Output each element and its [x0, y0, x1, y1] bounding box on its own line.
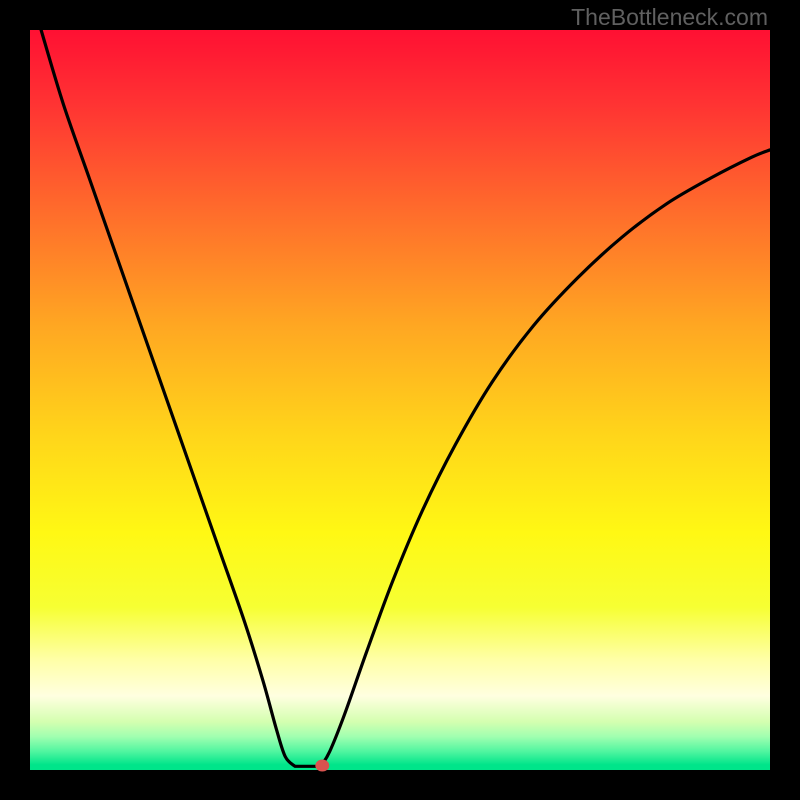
- gradient-plot-area: [30, 30, 770, 770]
- chart-frame: TheBottleneck.com: [0, 0, 800, 800]
- bottleneck-chart-svg: [0, 0, 800, 800]
- optimal-point-marker: [315, 760, 329, 772]
- watermark-text: TheBottleneck.com: [571, 4, 768, 31]
